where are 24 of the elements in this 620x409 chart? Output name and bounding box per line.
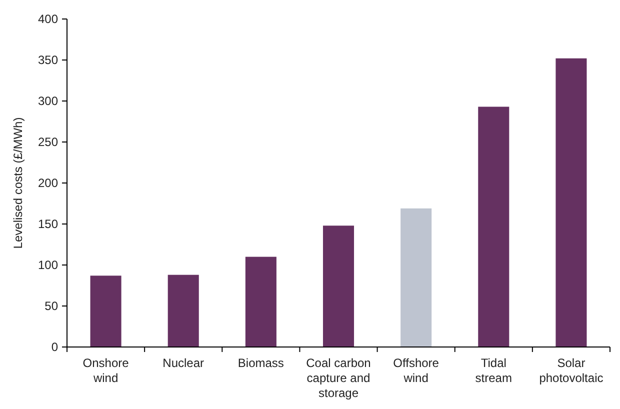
x-tick-label: Solar photovoltaic bbox=[539, 356, 604, 385]
bar bbox=[90, 276, 122, 347]
x-tick-label: Offshore wind bbox=[393, 356, 440, 385]
x-tick-label: Tidal stream bbox=[475, 356, 512, 385]
bar bbox=[556, 58, 587, 347]
y-tick-label: 100 bbox=[38, 258, 58, 272]
bar bbox=[322, 226, 354, 347]
bar bbox=[245, 256, 276, 347]
bar bbox=[478, 106, 510, 347]
y-tick-label: 50 bbox=[44, 299, 58, 314]
y-tick-label: 0 bbox=[51, 340, 58, 354]
x-tick-label: Nuclear bbox=[162, 356, 204, 370]
y-axis-title: Levelised costs (£/MWh) bbox=[11, 117, 25, 249]
x-tick-label: Coal carbon capture and storage bbox=[306, 356, 371, 400]
bar bbox=[400, 208, 432, 347]
y-tick-label: 150 bbox=[38, 217, 58, 232]
y-tick-label: 200 bbox=[38, 176, 58, 190]
bar bbox=[168, 274, 199, 347]
y-tick-label: 400 bbox=[38, 12, 58, 26]
y-tick-label: 250 bbox=[38, 135, 58, 150]
x-tick-label: Biomass bbox=[238, 356, 284, 370]
y-tick-label: 350 bbox=[38, 53, 58, 68]
x-tick-label: Onshore wind bbox=[82, 356, 130, 385]
y-tick-label: 300 bbox=[38, 94, 58, 108]
